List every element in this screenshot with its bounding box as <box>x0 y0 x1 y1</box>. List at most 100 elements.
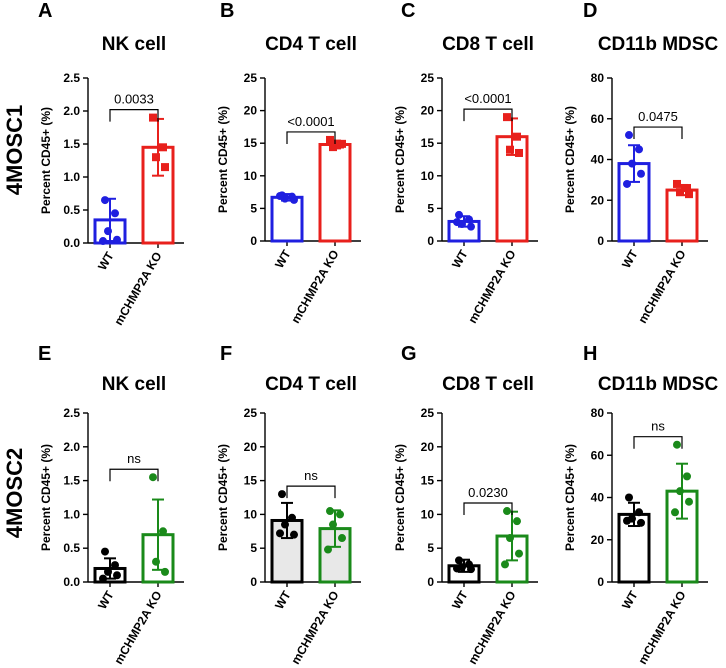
data-point <box>513 517 521 526</box>
data-point <box>467 222 475 231</box>
data-point <box>161 163 169 172</box>
y-tick-label: 5 <box>250 201 257 215</box>
y-tick-label: 2.5 <box>63 71 80 85</box>
data-point <box>111 561 119 570</box>
y-tick-label: 0 <box>250 575 257 589</box>
y-tick-label: 2.0 <box>63 104 80 118</box>
y-axis-label: Percent CD45+ (%) <box>216 444 230 551</box>
y-tick-label: 20 <box>591 533 605 547</box>
data-point <box>326 507 334 516</box>
panel-title: CD11b MDSC <box>598 374 719 395</box>
y-tick-label: 80 <box>591 71 605 85</box>
panels: A NK cell 0.0 0.5 1.0 1.5 2.0 2.5 Percent CD45+ … <box>38 0 718 667</box>
x-category-label: WT <box>619 588 641 612</box>
significance-label: 0.0475 <box>638 109 678 124</box>
significance-bracket <box>463 108 513 122</box>
y-axis-label: Percent CD45+ (%) <box>393 106 407 213</box>
x-category-label: WT <box>272 247 294 271</box>
data-point <box>276 192 284 201</box>
data-point <box>329 520 337 529</box>
y-tick-label: 5 <box>427 201 434 215</box>
data-point <box>104 227 112 236</box>
data-point <box>455 210 463 219</box>
data-point <box>326 135 334 144</box>
data-point <box>467 565 475 574</box>
x-category-label: WT <box>95 588 117 612</box>
x-category-label: mCHMP2A KO <box>111 589 164 667</box>
data-point <box>113 235 121 244</box>
x-category-label: WT <box>619 247 641 271</box>
x-category-label: WT <box>95 249 117 273</box>
significance-label: ns <box>127 451 141 466</box>
data-point <box>101 547 109 556</box>
significance-label: <0.0001 <box>464 91 511 106</box>
y-tick-label: 15 <box>421 136 435 150</box>
y-tick-label: 0.5 <box>63 203 80 217</box>
y-tick-label: 15 <box>421 474 435 488</box>
y-tick-label: 20 <box>244 440 258 454</box>
panel-letter: E <box>38 343 51 365</box>
data-point <box>99 237 107 246</box>
bar-wt <box>270 195 304 243</box>
data-point <box>324 545 332 554</box>
y-tick-label: 25 <box>421 71 435 85</box>
significance-bracket <box>633 436 683 449</box>
x-category-label: mCHMP2A KO <box>288 248 341 326</box>
panel-letter: H <box>583 343 597 365</box>
panel-title: CD4 T cell <box>265 34 357 55</box>
significance-label: 0.0033 <box>114 92 154 107</box>
data-point <box>453 218 461 227</box>
panel-title: NK cell <box>102 374 166 395</box>
data-point <box>676 487 684 496</box>
significance-bracket <box>633 126 683 140</box>
x-category-label: WT <box>272 588 294 612</box>
data-point <box>623 179 631 188</box>
data-point <box>338 139 346 148</box>
y-tick-label: 20 <box>421 104 435 118</box>
data-point <box>623 516 631 525</box>
data-point <box>503 113 511 122</box>
panel-letter: A <box>38 0 52 22</box>
y-tick-label: 2.0 <box>63 440 80 454</box>
panel-title: NK cell <box>102 34 166 55</box>
panel-letter: C <box>401 0 415 22</box>
data-point <box>276 529 284 538</box>
data-point <box>685 190 693 199</box>
y-axis-label: Percent CD45+ (%) <box>563 106 577 213</box>
y-tick-label: 10 <box>244 507 258 521</box>
data-point <box>465 215 473 224</box>
data-point <box>288 513 296 522</box>
data-point <box>671 508 679 517</box>
panel-e: E NK cell 0.0 0.5 1.0 1.5 2.0 2.5 Percent CD45+ … <box>38 343 184 667</box>
y-tick-label: 0.5 <box>63 541 80 555</box>
data-point <box>278 490 286 499</box>
panel-f: F CD4 T cell 0 5 10 15 20 25 Percent CD45+ (%) WT… <box>216 343 361 667</box>
row-label-4mosc1: 4MOSC1 <box>2 105 27 195</box>
data-point <box>673 179 681 188</box>
x-category-label: mCHMP2A KO <box>465 589 518 667</box>
y-tick-label: 10 <box>421 507 435 521</box>
y-axis-label: Percent CD45+ (%) <box>393 444 407 551</box>
data-point <box>515 148 523 157</box>
panel-title: CD11b MDSC <box>598 34 719 55</box>
y-axis-label: Percent CD45+ (%) <box>39 107 53 214</box>
data-point <box>625 493 633 502</box>
y-tick-label: 1.0 <box>63 170 80 184</box>
data-point <box>336 510 344 519</box>
y-axis-label: Percent CD45+ (%) <box>216 106 230 213</box>
panel-title: CD8 T cell <box>442 34 534 55</box>
y-tick-label: 0 <box>597 575 604 589</box>
y-tick-label: 40 <box>591 153 605 167</box>
data-point <box>455 556 463 565</box>
row-label-4mosc2: 4MOSC2 <box>2 448 27 538</box>
panel-title: CD4 T cell <box>265 374 357 395</box>
panel-letter: F <box>220 343 232 365</box>
x-category-label: mCHMP2A KO <box>465 248 518 326</box>
data-point <box>637 169 645 178</box>
y-tick-label: 20 <box>591 193 605 207</box>
data-point <box>635 508 643 517</box>
y-tick-label: 1.0 <box>63 507 80 521</box>
panel-c: C CD8 T cell 0 5 10 15 20 25 Percent CD45+ (%) WT… <box>393 0 538 326</box>
significance-bracket <box>109 468 159 482</box>
bar-ko <box>318 143 352 243</box>
